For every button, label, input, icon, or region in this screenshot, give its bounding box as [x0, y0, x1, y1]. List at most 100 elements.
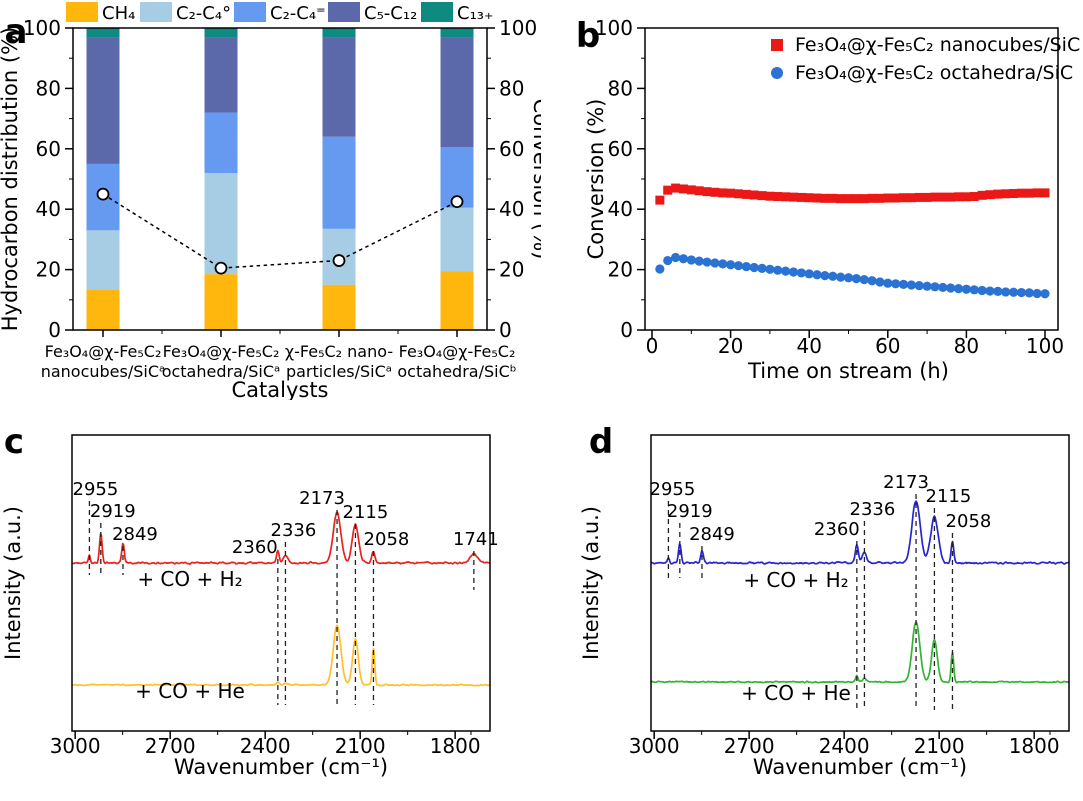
scatter-point-square [883, 193, 893, 203]
scatter-point-square [985, 190, 995, 200]
scatter-point-square [773, 192, 783, 202]
plot-frame [71, 434, 491, 732]
scatter-point-square [969, 192, 979, 202]
bar-segment [322, 28, 356, 38]
peak-wavenumber-label: 2360 [814, 519, 860, 540]
peak-wavenumber-label: 2115 [926, 486, 972, 507]
scatter-point-square [906, 193, 916, 203]
scatter-point-circle [733, 261, 744, 271]
scatter-point-square [977, 190, 987, 200]
spectrum-curve [71, 511, 491, 565]
x-tick-label: 2400 [240, 734, 291, 758]
scatter-point-circle [859, 274, 869, 285]
x-tick-label: 0 [646, 334, 659, 358]
bar-segment [322, 37, 356, 137]
scatter-point-circle [820, 271, 830, 281]
scatter-point-circle [977, 285, 987, 296]
scatter-point-circle [961, 284, 971, 294]
legend-label: C₂-C₄° [176, 3, 231, 24]
plot-frame [644, 27, 1059, 331]
panel-letter: b [576, 16, 600, 56]
x-tick-label: 2100 [914, 734, 965, 758]
category-label-line2: octahedra/SiCᵇ [397, 362, 516, 381]
scatter-point-circle [906, 280, 916, 290]
spectrum-curve [650, 500, 1070, 565]
scatter-point-square [765, 191, 775, 201]
y-tick-label-left: 0 [48, 318, 61, 342]
peak-wavenumber-label: 2336 [271, 520, 317, 541]
scatter-point-square [891, 193, 901, 203]
x-tick-label: 1800 [430, 734, 481, 758]
scatter-point-circle [765, 264, 775, 274]
legend-swatch [140, 2, 172, 22]
scatter-point-square [938, 192, 948, 202]
scatter-point-circle [796, 268, 806, 278]
scatter-point-circle [1001, 287, 1011, 297]
scatter-point-square [844, 194, 853, 204]
scatter-point-circle [836, 272, 846, 282]
peak-wavenumber-label: 2173 [299, 488, 345, 509]
scatter-point-circle [812, 270, 822, 280]
scatter-point-circle [663, 255, 673, 266]
scatter-point-circle [1008, 287, 1019, 297]
b-legend: Fe₃O₄@χ-Fe₅C₂ nanocubes/SiC Fe₃O₄@χ-Fe₅C₂… [771, 34, 1080, 84]
scatter-point-square [1016, 188, 1026, 198]
conversion-dashed-line [102, 193, 458, 269]
scatter-point-square [788, 192, 798, 202]
scatter-point-circle [828, 271, 838, 281]
conversion-marker [214, 261, 228, 275]
scatter-point-square [733, 189, 743, 199]
scatter-point-square [954, 192, 964, 202]
category-label-line1: Fe₃O₄@χ-Fe₅C₂ [163, 342, 280, 361]
bar-segment [86, 28, 120, 38]
scatter-point-circle [655, 264, 665, 274]
bar-segment [440, 28, 474, 38]
legend-label: Fe₃O₄@χ-Fe₅C₂ nanocubes/SiC [795, 34, 1080, 56]
scatter-point-square [781, 192, 791, 202]
a-axis-ticks [65, 27, 495, 337]
scatter-point-circle [1024, 288, 1034, 298]
scatter-point-square [686, 185, 696, 195]
scatter-point-square [757, 191, 767, 201]
peak-wavenumber-label: 2058 [946, 511, 992, 532]
scatter-point-circle [710, 258, 720, 268]
scatter-point-square [749, 190, 759, 200]
category-label-line2: octahedra/SiCᵃ [162, 362, 281, 381]
bar-segment [322, 284, 356, 330]
conversion-marker [332, 254, 346, 267]
bar-segment [86, 37, 120, 164]
scatter-point-square [1009, 188, 1019, 198]
peak-wavenumber-label: 2955 [73, 479, 119, 500]
scatter-point-circle [702, 257, 712, 267]
scatter-point-circle [930, 282, 940, 292]
bar-segment [440, 37, 474, 148]
bar-segment [204, 37, 238, 113]
scatter-point-circle [867, 276, 877, 286]
scatter-point-circle [993, 286, 1003, 296]
scatter-point-square [875, 193, 885, 203]
scatter-point-square [836, 194, 846, 204]
peak-wavenumber-label: 2849 [112, 524, 158, 545]
category-label-line2: particles/SiCᵃ [286, 362, 392, 381]
legend-marker-square [771, 39, 783, 51]
panel-letter: a [5, 12, 28, 52]
scatter-point-square [930, 192, 940, 202]
y-axis-title: Conversion (%) [584, 99, 608, 260]
scatter-point-square [1024, 188, 1034, 198]
x-tick-label: 20 [718, 334, 743, 358]
bar-segment [86, 289, 120, 330]
scatter-point-circle [781, 266, 791, 276]
scatter-point-square [678, 184, 688, 194]
y-tick-label-right: 0 [499, 318, 512, 342]
x-tick-label: 3000 [50, 734, 101, 758]
y-tick-label-left: 60 [36, 137, 61, 161]
scatter-point-square [867, 193, 877, 203]
gas-condition-label: + CO + He [135, 679, 245, 703]
bar-segment [204, 112, 238, 173]
scatter-point-circle [694, 256, 704, 266]
x-tick-label: 2700 [724, 734, 775, 758]
a-legend: CH₄ C₂-C₄° C₂-C₄⁼ C₅-C₁₂ C₁₃₊ [66, 2, 494, 24]
scatter-point-square [914, 192, 924, 202]
legend-label: Fe₃O₄@χ-Fe₅C₂ octahedra/SiC [795, 62, 1073, 84]
